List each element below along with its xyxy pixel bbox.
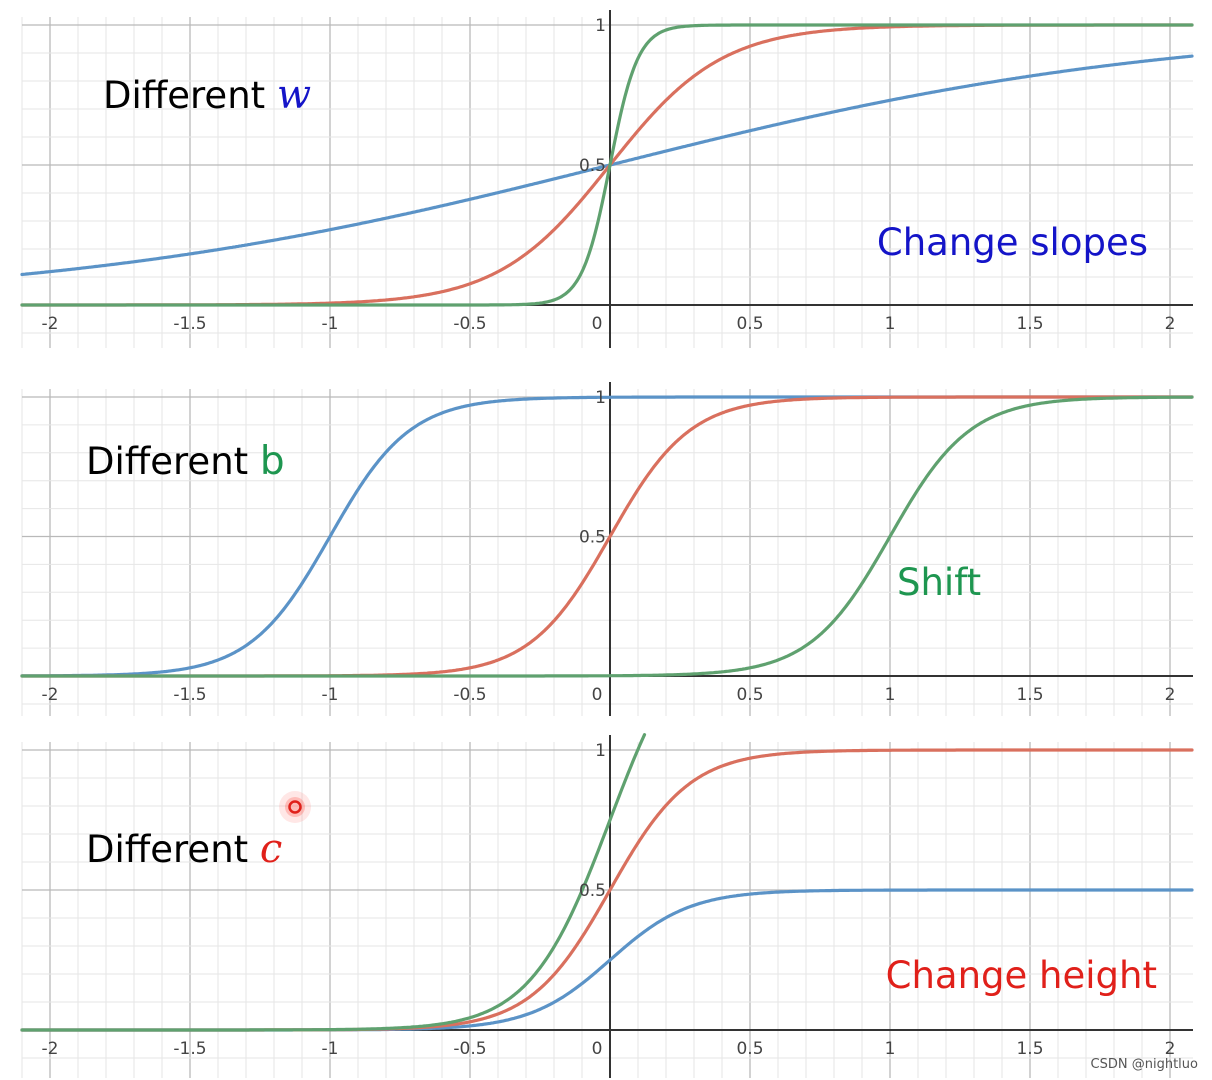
chart-panel-different-w: -2 -1.5 -1 -0.5 0 0.5 1 1.5 2 0.5 1 Different w Ch…	[20, 10, 1194, 348]
x-tick-label: 1.5	[1016, 314, 1043, 334]
y-tick-label: 0.5	[579, 156, 606, 176]
chart-panel-different-b: -2 -1.5 -1 -0.5 0 0.5 1 1.5 2 0.5 1 Different b Sh…	[20, 382, 1194, 716]
x-tick-label: 1	[885, 314, 896, 334]
panel-caption: Different b	[86, 439, 285, 484]
series-line-3	[20, 733, 647, 1032]
y-tick-label: 0.5	[579, 528, 606, 548]
x-tick-label: -1.5	[173, 1039, 206, 1059]
x-tick-label: 0.5	[736, 685, 763, 705]
x-tick-label: 0.5	[736, 314, 763, 334]
y-tick-label: 1	[595, 16, 606, 36]
x-tick-label: -1.5	[173, 314, 206, 334]
parameter-label: b	[260, 439, 285, 484]
x-tick-label: -1	[322, 314, 339, 334]
series-line-3	[20, 23, 1194, 307]
series-line-3	[20, 395, 1194, 678]
y-tick-label: 1	[595, 741, 606, 761]
y-tick-label: 0.5	[579, 881, 606, 901]
x-tick-label: 1.5	[1016, 685, 1043, 705]
x-tick-label: -1	[322, 1039, 339, 1059]
x-tick-label: 1	[885, 685, 896, 705]
red-dot-cursor-icon	[279, 791, 311, 823]
chart-panel-different-c: -2 -1.5 -1 -0.5 0 0.5 1 1.5 2 0.5 1 Different c Ch…	[20, 733, 1194, 1078]
x-tick-label: 0	[592, 314, 603, 334]
x-tick-label: -0.5	[453, 314, 486, 334]
x-tick-label: -1.5	[173, 685, 206, 705]
x-tick-label: -0.5	[453, 685, 486, 705]
annotation-change-slopes: Change slopes	[877, 221, 1148, 264]
annotation-change-height: Change height	[886, 954, 1157, 997]
x-tick-label: 0	[592, 685, 603, 705]
x-tick-label: 2	[1165, 685, 1176, 705]
x-tick-label: -2	[42, 314, 59, 334]
x-tick-label: 1.5	[1016, 1039, 1043, 1059]
y-tick-label: 1	[595, 388, 606, 408]
x-tick-label: -1	[322, 685, 339, 705]
panel-caption: Different c	[86, 826, 282, 872]
series-line-1	[20, 54, 1194, 277]
x-tick-label: -2	[42, 685, 59, 705]
x-tick-label: -2	[42, 1039, 59, 1059]
parameter-label: w	[277, 72, 311, 118]
annotation-shift: Shift	[897, 561, 981, 604]
x-tick-label: 0	[592, 1039, 603, 1059]
x-tick-label: 2	[1165, 314, 1176, 334]
x-tick-label: 0.5	[736, 1039, 763, 1059]
panel-caption: Different w	[103, 72, 311, 118]
x-tick-label: 2	[1165, 1039, 1176, 1059]
x-tick-label: -0.5	[453, 1039, 486, 1059]
x-tick-label: 1	[885, 1039, 896, 1059]
parameter-label: c	[260, 826, 282, 872]
watermark: CSDN @nightluo	[1091, 1057, 1198, 1072]
